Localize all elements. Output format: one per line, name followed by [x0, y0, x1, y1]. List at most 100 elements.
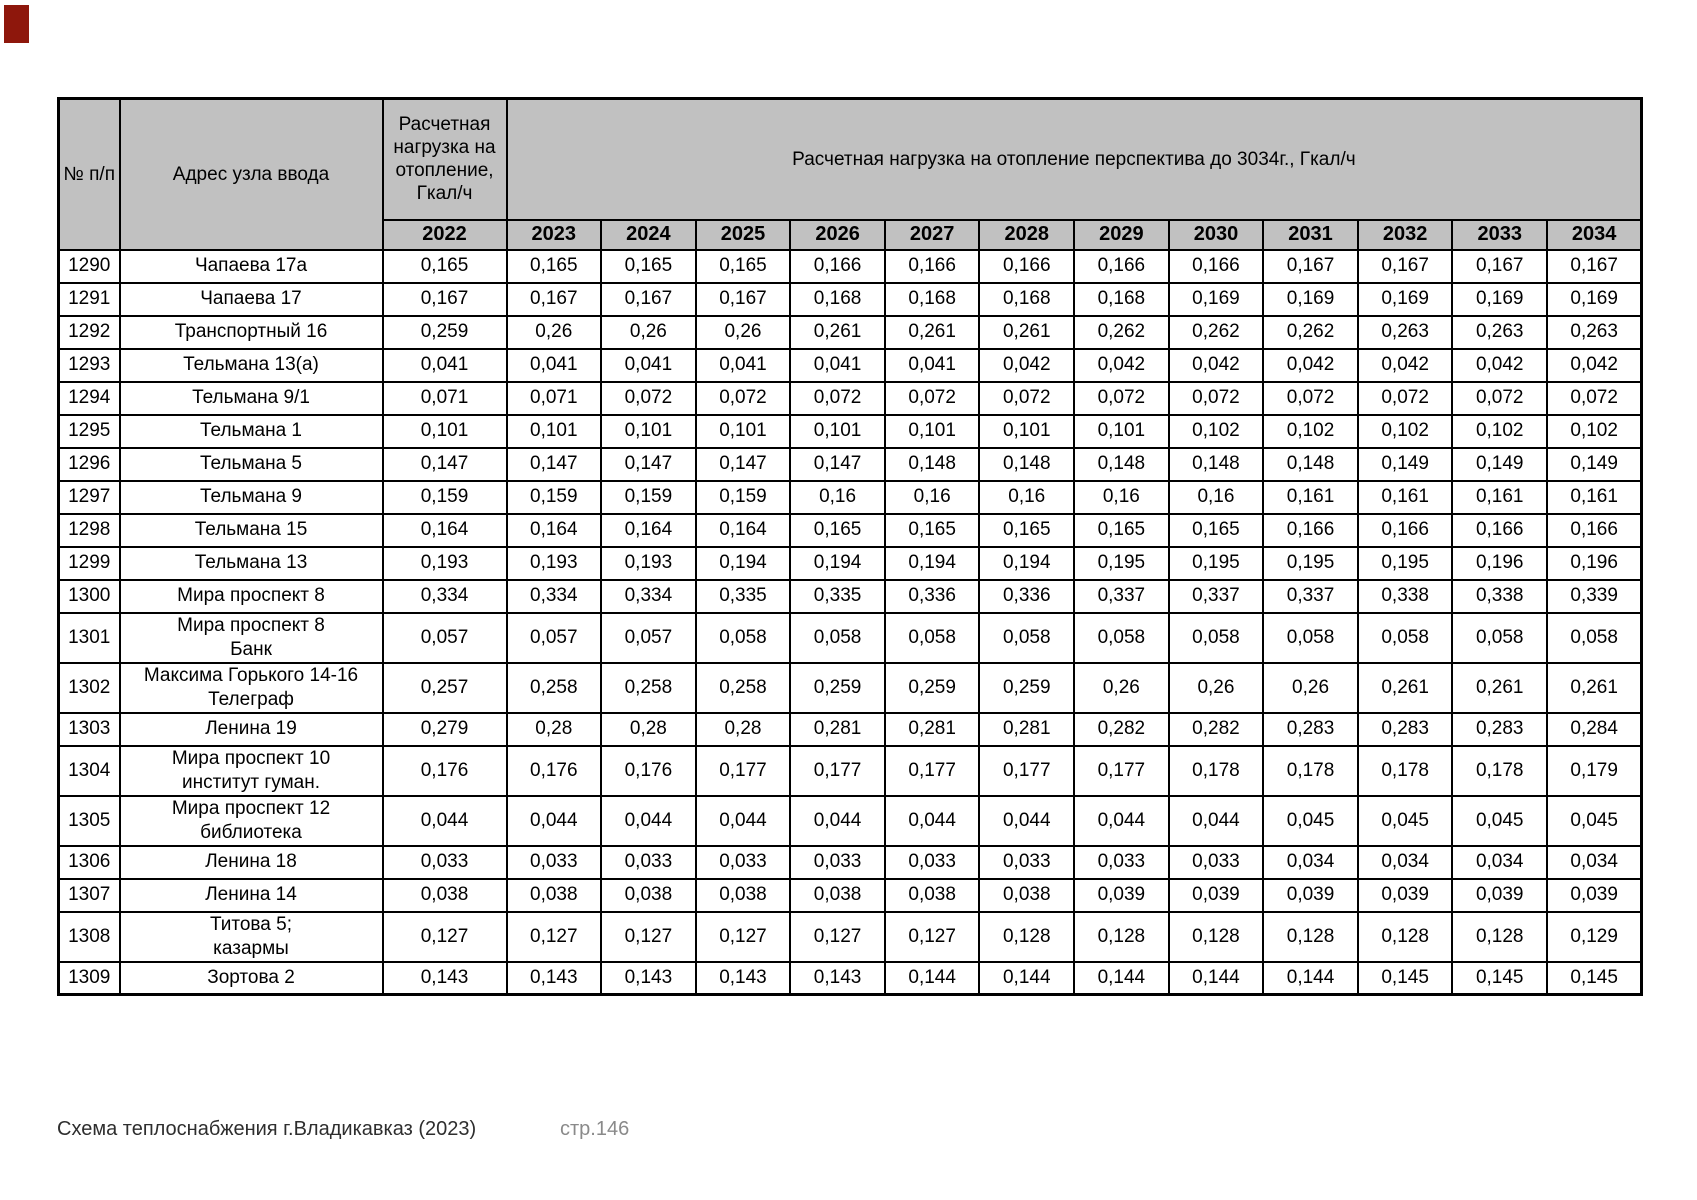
load-forecast-value: 0,165	[978, 512, 1076, 548]
load-2022-value: 0,257	[381, 661, 508, 714]
load-forecast-value: 0,169	[1262, 281, 1359, 317]
load-forecast-value: 0,058	[978, 611, 1076, 664]
year-header: 2025	[694, 218, 792, 251]
load-forecast-value: 0,148	[1167, 446, 1265, 482]
load-forecast-value: 0,072	[978, 380, 1076, 416]
address-cell: Мира проспект 8	[118, 578, 384, 614]
load-forecast-value: 0,166	[789, 248, 886, 284]
load-forecast-value: 0,259	[978, 661, 1076, 714]
load-forecast-value: 0,127	[505, 910, 603, 963]
load-forecast-value: 0,258	[694, 661, 792, 714]
load-forecast-value: 0,101	[789, 413, 886, 449]
load-2022-value: 0,176	[381, 744, 508, 797]
load-forecast-value: 0,166	[1073, 248, 1170, 284]
table-row: 1304 Мира проспект 10 институт гуман. 0,176…	[57, 744, 1643, 797]
load-forecast-value: 0,165	[600, 248, 697, 284]
load-forecast-value: 0,261	[978, 314, 1076, 350]
header-address: Адрес узла ввода	[118, 97, 384, 251]
load-forecast-value: 0,145	[1356, 960, 1454, 996]
footer-document-title: Схема теплоснабжения г.Владикавказ (2023…	[57, 1118, 477, 1140]
year-header: 2027	[883, 218, 981, 251]
load-forecast-value: 0,071	[505, 380, 603, 416]
load-forecast-value: 0,26	[1262, 661, 1359, 714]
load-forecast-value: 0,283	[1451, 711, 1549, 747]
load-forecast-value: 0,16	[1167, 479, 1265, 515]
year-header: 2024	[600, 218, 697, 251]
load-forecast-value: 0,194	[883, 545, 981, 581]
year-header: 2031	[1262, 218, 1359, 251]
load-forecast-value: 0,177	[883, 744, 981, 797]
load-forecast-value: 0,339	[1546, 578, 1643, 614]
load-2022-value: 0,038	[381, 877, 508, 913]
load-forecast-value: 0,144	[883, 960, 981, 996]
row-number: 1299	[57, 545, 121, 581]
load-forecast-value: 0,281	[978, 711, 1076, 747]
load-forecast-value: 0,147	[600, 446, 697, 482]
load-forecast-value: 0,045	[1546, 794, 1643, 847]
table-row: 1305 Мира проспект 12 библиотека 0,044 0,044…	[57, 794, 1643, 847]
load-forecast-value: 0,128	[1262, 910, 1359, 963]
load-2022-value: 0,147	[381, 446, 508, 482]
load-forecast-value: 0,042	[1262, 347, 1359, 383]
row-number: 1306	[57, 844, 121, 880]
load-forecast-value: 0,143	[600, 960, 697, 996]
load-forecast-value: 0,178	[1262, 744, 1359, 797]
load-forecast-value: 0,148	[1073, 446, 1170, 482]
load-forecast-value: 0,041	[883, 347, 981, 383]
load-forecast-value: 0,102	[1262, 413, 1359, 449]
address-cell: Тельмана 5	[118, 446, 384, 482]
load-forecast-value: 0,169	[1451, 281, 1549, 317]
address-cell: Тельмана 13	[118, 545, 384, 581]
load-forecast-value: 0,058	[1262, 611, 1359, 664]
load-forecast-value: 0,102	[1451, 413, 1549, 449]
load-forecast-value: 0,034	[1356, 844, 1454, 880]
load-forecast-value: 0,072	[1167, 380, 1265, 416]
load-2022-value: 0,101	[381, 413, 508, 449]
load-forecast-value: 0,159	[505, 479, 603, 515]
year-header: 2026	[789, 218, 886, 251]
load-forecast-value: 0,058	[1356, 611, 1454, 664]
load-forecast-value: 0,041	[694, 347, 792, 383]
load-forecast-value: 0,261	[1356, 661, 1454, 714]
load-forecast-value: 0,335	[789, 578, 886, 614]
load-forecast-value: 0,127	[789, 910, 886, 963]
load-forecast-value: 0,169	[1167, 281, 1265, 317]
load-forecast-value: 0,128	[1167, 910, 1265, 963]
load-forecast-value: 0,148	[883, 446, 981, 482]
load-forecast-value: 0,045	[1451, 794, 1549, 847]
load-forecast-value: 0,196	[1546, 545, 1643, 581]
header-row-main: № п/п Адрес узла ввода Расчетная нагрузк…	[57, 97, 1643, 251]
load-forecast-value: 0,166	[1167, 248, 1265, 284]
table-row: 1295 Тельмана 1 0,101 0,101 0,101 0,101 0,101 0…	[57, 413, 1643, 449]
load-forecast-value: 0,102	[1546, 413, 1643, 449]
load-forecast-value: 0,044	[1167, 794, 1265, 847]
load-forecast-value: 0,042	[978, 347, 1076, 383]
load-forecast-value: 0,284	[1546, 711, 1643, 747]
load-forecast-value: 0,168	[883, 281, 981, 317]
year-header: 2034	[1546, 218, 1643, 251]
load-forecast-value: 0,336	[978, 578, 1076, 614]
load-forecast-value: 0,336	[883, 578, 981, 614]
load-forecast-value: 0,263	[1356, 314, 1454, 350]
load-forecast-value: 0,038	[883, 877, 981, 913]
table-row: 1293 Тельмана 13(а) 0,041 0,041 0,041 0,041 0,…	[57, 347, 1643, 383]
load-forecast-value: 0,044	[694, 794, 792, 847]
load-forecast-value: 0,143	[789, 960, 886, 996]
table-row: 1303 Ленина 19 0,279 0,28 0,28 0,28 0,281 0,281…	[57, 711, 1643, 747]
load-forecast-value: 0,169	[1356, 281, 1454, 317]
year-header: 2033	[1451, 218, 1549, 251]
header-load-2022: Расчетная нагрузка на отопление, Гкал/ч	[381, 97, 508, 221]
load-forecast-value: 0,101	[600, 413, 697, 449]
load-forecast-value: 0,16	[789, 479, 886, 515]
load-forecast-value: 0,144	[1073, 960, 1170, 996]
load-forecast-value: 0,194	[978, 545, 1076, 581]
load-forecast-value: 0,337	[1167, 578, 1265, 614]
load-forecast-value: 0,144	[1262, 960, 1359, 996]
row-number: 1307	[57, 877, 121, 913]
load-forecast-value: 0,072	[1356, 380, 1454, 416]
load-forecast-value: 0,26	[1167, 661, 1265, 714]
load-forecast-value: 0,178	[1356, 744, 1454, 797]
address-cell: Зортова 2	[118, 960, 384, 996]
load-forecast-value: 0,196	[1451, 545, 1549, 581]
load-forecast-value: 0,147	[789, 446, 886, 482]
